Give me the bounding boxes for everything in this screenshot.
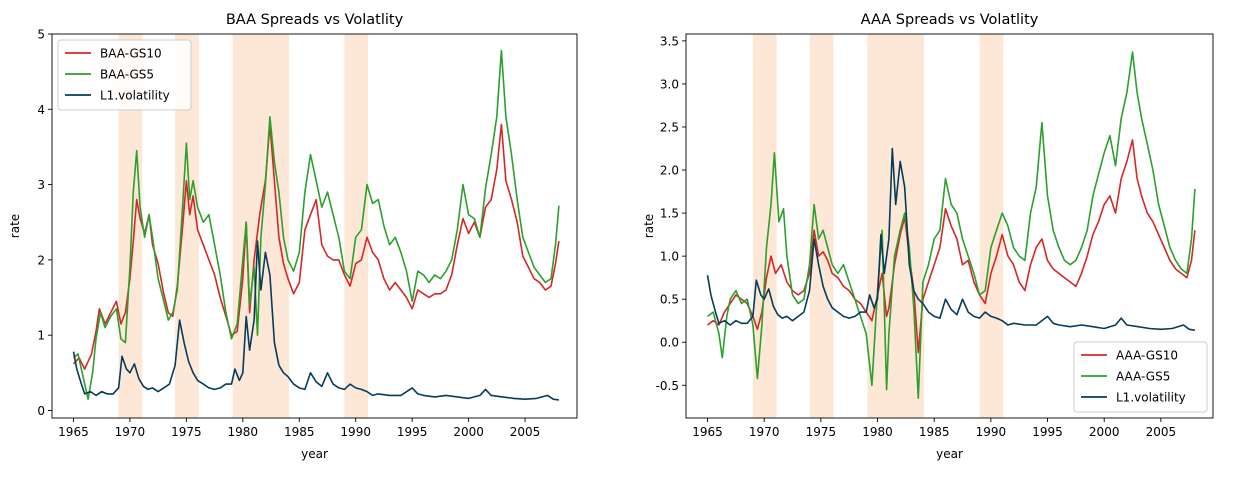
y-tick-label: -0.5 (656, 379, 679, 393)
x-tick-label: 1975 (171, 425, 202, 439)
y-tick-label: 2.5 (660, 120, 679, 134)
series-line-aaa-gs10 (707, 139, 1196, 354)
legend-label: AAA-GS5 (1116, 370, 1170, 384)
series-line-baa-gs10 (72, 123, 560, 370)
legend-box (1073, 341, 1208, 413)
x-tick-label: 1970 (115, 425, 146, 439)
x-tick-label: 1980 (862, 425, 893, 439)
y-tick-label: 4 (37, 103, 45, 117)
x-axis-label: year (301, 447, 328, 461)
x-tick-label: 1970 (749, 425, 780, 439)
x-tick-label: 1965 (58, 425, 89, 439)
x-tick-label: 2005 (510, 425, 541, 439)
y-tick-label: 1 (37, 329, 45, 343)
series-line-aaa-gs5 (707, 51, 1196, 399)
y-tick-label: 0.0 (660, 336, 679, 350)
legend-label: AAA-GS10 (1116, 349, 1178, 363)
y-axis-label: rate (642, 214, 656, 238)
series-line-baa-gs5 (72, 49, 560, 400)
legend-label: L1.volatility (100, 89, 170, 103)
shaded-period-4 (979, 34, 1004, 418)
y-tick-label: 1.5 (660, 207, 679, 221)
chart-title: AAA Spreads vs Volatlity (861, 12, 1039, 28)
x-tick-label: 1980 (228, 425, 259, 439)
y-tick-label: 0 (37, 404, 45, 418)
chart-panel-2: 1965 1970 1975 1980 1985 1990 1995 2000 2005 -0.5… (642, 12, 1214, 461)
y-tick-label: 5 (37, 28, 45, 42)
shaded-period-4 (344, 34, 369, 418)
y-axis-label: rate (8, 214, 22, 238)
x-tick-label: 2000 (453, 425, 484, 439)
shaded-period-3 (232, 34, 290, 418)
chart-panel-1: 1965 1970 1975 1980 1985 1990 1995 2000 2005 0 1 2 3… (8, 12, 578, 461)
y-tick-label: 3 (37, 178, 45, 192)
chart-title: BAA Spreads vs Volatlity (226, 12, 404, 28)
x-tick-label: 1995 (1032, 425, 1063, 439)
axes-frame (685, 33, 1214, 419)
legend-box (57, 39, 192, 111)
y-tick-label: 0.5 (660, 293, 679, 307)
x-tick-label: 2000 (1089, 425, 1120, 439)
shaded-period-2 (175, 34, 199, 418)
legend: AAA-GS10 AAA-GS5 L1.volatility (1073, 341, 1208, 413)
x-tick-label: 1990 (340, 425, 371, 439)
shaded-period-2 (809, 34, 834, 418)
series-line-l1-volatility (706, 147, 1196, 331)
x-tick-label: 1965 (692, 425, 723, 439)
x-tick-label: 1985 (284, 425, 315, 439)
x-tick-label: 1990 (976, 425, 1007, 439)
shaded-period-3 (867, 34, 924, 418)
x-tick-label: 2005 (1146, 425, 1177, 439)
legend-label: BAA-GS5 (100, 68, 154, 82)
axes-frame (51, 33, 578, 419)
y-tick-label: 2.0 (660, 164, 679, 178)
legend-label: BAA-GS10 (100, 47, 162, 61)
legend-label: L1.volatility (1116, 391, 1186, 405)
y-tick-label: 2 (37, 253, 45, 267)
y-tick-label: 3.0 (660, 77, 679, 91)
legend: BAA-GS10 BAA-GS5 L1.volatility (57, 39, 192, 111)
y-tick-label: 1.0 (660, 250, 679, 264)
x-axis-label: year (936, 447, 963, 461)
x-tick-label: 1995 (397, 425, 428, 439)
shaded-period-1 (118, 34, 143, 418)
x-tick-label: 1985 (919, 425, 950, 439)
x-tick-label: 1975 (806, 425, 837, 439)
series-line-l1-volatility (72, 240, 559, 401)
y-tick-label: 3.5 (660, 34, 679, 48)
